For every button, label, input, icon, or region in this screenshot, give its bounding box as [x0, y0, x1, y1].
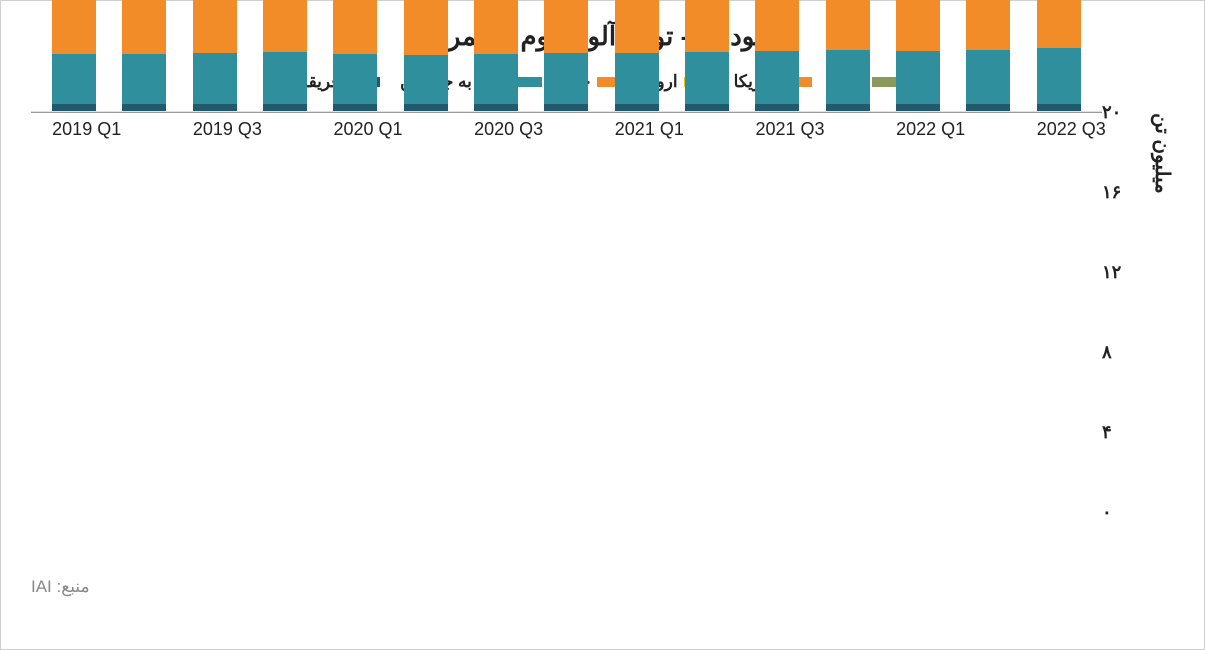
bar: [544, 0, 588, 112]
bar-segment-asia_ex_china: [966, 50, 1010, 104]
chart-container: نمودار ۱- تولید آلومینیوم پرایمری آفریقا…: [0, 0, 1205, 650]
bar: [896, 0, 940, 112]
x-tick: 2020 Q1: [333, 119, 377, 140]
bar: [966, 0, 1010, 112]
bar-segment-asia_ex_china: [52, 54, 96, 104]
y-axis: ۲۰۱۶۱۲۸۴۰: [1102, 112, 1142, 512]
bar-segment-asia_ex_china: [122, 54, 166, 104]
bar: [755, 0, 799, 112]
bar-segment-asia_ex_china: [193, 53, 237, 104]
bar-segment-asia_ex_china: [755, 51, 799, 104]
bar: [122, 0, 166, 112]
bar-segment-china: [755, 0, 799, 51]
bar-segment-china: [333, 0, 377, 54]
bar-segment-china: [52, 0, 96, 54]
bar-segment-asia_ex_china: [826, 50, 870, 104]
bar: [193, 0, 237, 112]
bar: [826, 0, 870, 112]
bar: [333, 0, 377, 112]
bar-segment-china: [122, 0, 166, 54]
bar-segment-china: [404, 0, 448, 55]
x-tick: 2022 Q3: [1037, 119, 1081, 140]
y-axis-label: میلیون تن: [1150, 112, 1174, 194]
bar-segment-asia_ex_china: [333, 54, 377, 104]
bar-segment-china: [544, 0, 588, 53]
bar-segment-china: [966, 0, 1010, 50]
bar-segment-asia_ex_china: [544, 53, 588, 104]
bar: [52, 0, 96, 112]
bar: [263, 0, 307, 112]
bar-segment-asia_ex_china: [263, 52, 307, 104]
bar-segment-asia_ex_china: [404, 55, 448, 104]
x-tick: 2019 Q1: [52, 119, 96, 140]
plot-area: [31, 112, 1102, 113]
bar-segment-asia_ex_china: [474, 54, 518, 104]
bar-segment-china: [685, 0, 729, 52]
bar: [1037, 0, 1081, 112]
bar: [615, 0, 659, 112]
bar-segment-china: [615, 0, 659, 53]
chart-source: منبع: IAI: [31, 577, 1174, 597]
bar-segment-china: [263, 0, 307, 52]
bar-segment-china: [896, 0, 940, 51]
bar-segment-asia_ex_china: [615, 53, 659, 104]
bar-segment-china: [193, 0, 237, 53]
bar-segment-asia_ex_china: [685, 52, 729, 104]
x-tick: 2020 Q3: [474, 119, 518, 140]
bar-segment-asia_ex_china: [1037, 48, 1081, 104]
x-tick: 2019 Q3: [193, 119, 237, 140]
bar-segment-china: [474, 0, 518, 54]
gridline: [31, 111, 1102, 112]
bar-segment-china: [1037, 0, 1081, 48]
x-tick: 2021 Q1: [615, 119, 659, 140]
x-tick: 2022 Q1: [896, 119, 940, 140]
bar-segment-china: [826, 0, 870, 50]
plot-wrapper: میلیون تن ۲۰۱۶۱۲۸۴۰ 2019 Q1.2019 Q3.2020…: [31, 112, 1174, 552]
bar: [474, 0, 518, 112]
bar: [404, 0, 448, 112]
bar: [685, 0, 729, 112]
bar-segment-asia_ex_china: [896, 51, 940, 104]
x-axis: 2019 Q1.2019 Q3.2020 Q1.2020 Q3.2021 Q1.…: [31, 119, 1102, 140]
x-tick: 2021 Q3: [755, 119, 799, 140]
